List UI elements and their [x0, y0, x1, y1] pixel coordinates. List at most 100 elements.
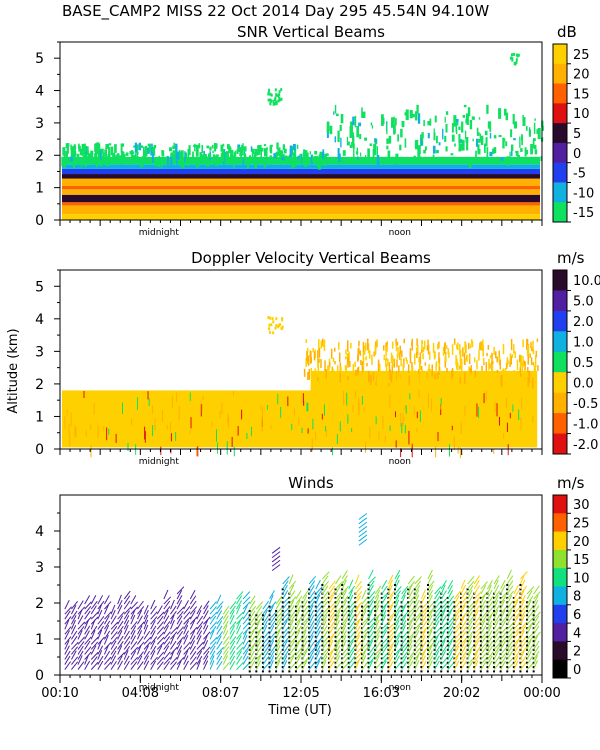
wind-barb [348, 640, 354, 650]
wind-point [275, 670, 278, 673]
wind-barb [295, 590, 302, 600]
doppler-echo [391, 364, 394, 377]
doppler-echo [339, 421, 341, 432]
wind-point [493, 596, 496, 599]
doppler-echo [389, 369, 392, 381]
wind-barb [64, 630, 70, 640]
snr-echo [436, 135, 438, 144]
wind-point [374, 614, 377, 617]
wind-barb [526, 655, 534, 665]
snr-echo [95, 157, 99, 168]
wind-barb [216, 620, 223, 630]
doppler-echo [513, 370, 515, 377]
wind-barb [84, 601, 92, 610]
doppler-echo [523, 360, 525, 366]
doppler-echo [305, 339, 308, 343]
wind-point [473, 609, 476, 612]
wind-point [301, 666, 304, 669]
wind-barb [354, 640, 362, 650]
wind-barb [467, 650, 472, 660]
wind-point [413, 640, 416, 643]
snr-echo [362, 111, 366, 119]
wind-barb [209, 655, 215, 665]
doppler-echo [274, 326, 277, 330]
snr-echo [94, 143, 98, 150]
day-marker-label: midnight [139, 457, 180, 467]
wind-barb [341, 570, 348, 580]
snr-echo [404, 138, 407, 148]
wind-barb [315, 645, 321, 655]
doppler-echo [364, 350, 366, 355]
doppler-echo [470, 373, 473, 382]
wind-point [374, 640, 377, 643]
snr-echo [285, 157, 289, 165]
wind-barb [427, 584, 434, 595]
doppler-echo [121, 402, 123, 415]
doppler-echo [374, 345, 377, 356]
wind-barb [493, 605, 500, 615]
wind-barb [513, 606, 521, 615]
wind-point [460, 657, 463, 660]
wind-barb [328, 594, 334, 605]
doppler-echo [386, 341, 388, 352]
wind-barb [242, 596, 251, 605]
snr-echo [206, 145, 209, 149]
wind-point [327, 618, 330, 621]
wind-barb [480, 631, 488, 640]
wind-barb [249, 645, 255, 655]
doppler-echo [397, 375, 399, 382]
doppler-echo [152, 405, 154, 415]
wind-barb [374, 585, 382, 595]
wind-point [407, 661, 410, 664]
wind-barb [130, 635, 137, 645]
wind-barb [104, 611, 112, 620]
wind-point [387, 635, 390, 638]
wind-barb [420, 634, 426, 645]
colorbar-label: -15 [573, 206, 594, 221]
doppler-echo [227, 413, 229, 424]
snr-echo [367, 154, 370, 158]
wind-barb [500, 599, 505, 610]
snr-echo [455, 125, 458, 133]
doppler-echo [346, 340, 349, 352]
wind-point [493, 648, 496, 651]
doppler-echo [528, 370, 531, 383]
wind-barb [315, 600, 323, 610]
wind-barb [143, 655, 149, 665]
wind-barb [236, 619, 241, 630]
wind-barb [242, 621, 251, 630]
snr-echo [498, 108, 502, 119]
colorbar-label: -1.0 [573, 417, 598, 432]
wind-barb [401, 620, 407, 630]
wind-barb [467, 660, 474, 670]
wind-point [433, 670, 436, 673]
wind-point [294, 640, 297, 643]
wind-barb [262, 636, 270, 645]
wind-barb [143, 614, 149, 625]
doppler-echo [399, 345, 401, 355]
doppler-echo [334, 361, 336, 365]
doppler-echo [437, 432, 439, 442]
wind-barb [302, 635, 308, 645]
doppler-echo [170, 433, 172, 442]
wind-point [380, 609, 383, 612]
snr-echo [138, 142, 142, 151]
wind-barb [97, 609, 103, 620]
wind-point [288, 670, 291, 673]
snr-echo [424, 146, 427, 151]
wind-point [288, 609, 291, 612]
doppler-echo [460, 355, 462, 368]
doppler-echo [307, 402, 309, 412]
doppler-echo [533, 365, 536, 373]
wind-point [499, 596, 502, 599]
wind-point [466, 605, 469, 608]
wind-point [486, 648, 489, 651]
wind-barb [374, 589, 381, 600]
wind-barb [255, 629, 261, 640]
snr-echo [302, 152, 305, 163]
snr-echo [393, 124, 396, 134]
doppler-echo [275, 317, 278, 321]
wind-barb [513, 645, 520, 655]
wind-point [255, 635, 258, 638]
doppler-echo [68, 424, 70, 435]
